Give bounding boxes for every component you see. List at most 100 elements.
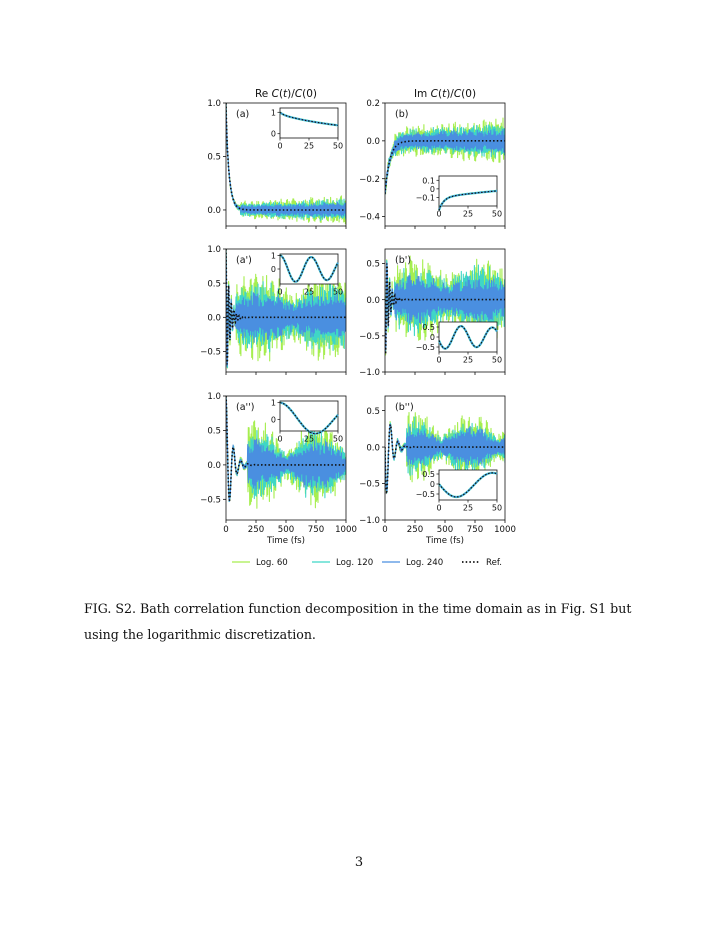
x-tick-label: 500 (278, 525, 294, 535)
y-tick-label: −0.5 (200, 348, 221, 358)
series-group (226, 103, 346, 225)
panel-3: −1.0−0.50.00.5 (b')−0.500.50 25 50 (359, 248, 506, 378)
title-paren: ( (279, 88, 283, 100)
title-paren: )/ (446, 88, 454, 100)
y-tick-label: −0.5 (359, 480, 380, 490)
inset-x-tick-label: 0 (277, 142, 282, 151)
inset-series-ref (438, 325, 498, 350)
series-ref (385, 140, 505, 194)
inset-y-tick-label: 0.5 (422, 470, 435, 479)
inset: −0.500.50 25 50 (416, 321, 502, 365)
inset-x-tick-label: 50 (333, 142, 343, 151)
y-tick-label: −1.0 (359, 368, 380, 378)
inset-x-tick-label: 25 (304, 435, 314, 444)
series-log240 (385, 128, 505, 195)
inset: 0 1 0 25 50 (271, 399, 343, 444)
y-tick-label: 0.5 (207, 427, 221, 437)
inset-series-ref (280, 402, 339, 435)
series-ref (385, 263, 505, 355)
legend-label-log120: Log. 120 (336, 558, 373, 568)
x-tick-label: 1000 (335, 525, 357, 535)
title-zero: (0) (302, 88, 317, 100)
axes-frame (384, 102, 506, 227)
inset-x-tick-label: 25 (304, 288, 314, 297)
y-tick-label: 0.5 (207, 153, 221, 163)
inset-y-tick-label: 0 (271, 265, 276, 274)
inset-y-tick-label: −0.5 (416, 343, 435, 352)
x-tick-label: 250 (248, 525, 264, 535)
panel-label: (a'') (236, 402, 254, 413)
legend-label-log60: Log. 60 (256, 558, 288, 568)
inset-x-tick-label: 25 (463, 504, 473, 513)
series-log240 (226, 396, 346, 502)
title-c: C (295, 88, 303, 100)
inset-series-ref (279, 254, 339, 283)
panel-label: (b'') (395, 402, 414, 413)
inset-series-log240 (438, 190, 497, 211)
inset-y-tick-label: 0 (430, 185, 435, 194)
x-tick-label: 250 (407, 525, 423, 535)
y-tick-label: 0.5 (366, 407, 380, 417)
legend-label-log240: Log. 240 (406, 558, 443, 568)
inset-y-tick-label: 0 (271, 415, 276, 424)
series-group (226, 396, 346, 509)
series-log240 (226, 250, 346, 367)
y-tick-label: 0.5 (207, 279, 221, 289)
title-c: C (431, 88, 439, 100)
inset-series-ref (438, 472, 498, 498)
inset-x-tick-label: 0 (436, 504, 441, 513)
y-tick-label: −0.2 (359, 175, 380, 185)
col-title-im: Im C(t)/C(0) (414, 88, 476, 100)
title-c: C (272, 88, 280, 100)
panel-label: (a') (236, 255, 252, 266)
figure-caption: FIG. S2. Bath correlation function decom… (84, 601, 632, 642)
legend: Log. 60 Log. 120 Log. 240 Ref. (232, 558, 502, 568)
inset: 0 1 0 25 50 (271, 107, 343, 151)
inset-x-tick-label: 0 (436, 210, 441, 219)
y-tick-label: 0.0 (207, 461, 221, 471)
y-tick-label: 0.2 (366, 99, 380, 109)
inset-y-tick-label: 1 (271, 399, 276, 408)
series-ref (226, 249, 346, 365)
y-tick-label: 0.0 (207, 206, 221, 216)
x-tick-label: 750 (467, 525, 483, 535)
inset-x-tick-label: 25 (304, 142, 314, 151)
inset-frame (279, 400, 339, 432)
inset-x-tick-label: 25 (463, 356, 473, 365)
inset-y-tick-label: −0.5 (416, 490, 435, 499)
inset-x-tick-label: 50 (333, 435, 343, 444)
inset-y-tick-label: −0.1 (416, 193, 435, 202)
title-paren: ( (438, 88, 442, 100)
y-tick-label: −1.0 (359, 516, 380, 526)
legend-label-ref: Ref. (486, 558, 502, 568)
panel-1: −0.4−0.20.00.2(b)−0.100.10 25 50 (359, 99, 506, 229)
series-log240 (385, 424, 505, 493)
panel-label: (b') (395, 255, 411, 266)
inset-series-ref (279, 111, 338, 126)
y-tick-label: −0.4 (359, 213, 380, 223)
title-prefix: Re (255, 88, 272, 100)
y-tick-label: −0.5 (359, 332, 380, 342)
y-tick-label: 1.0 (207, 392, 221, 402)
inset-x-tick-label: 0 (277, 435, 282, 444)
y-tick-label: 0.5 (366, 260, 380, 270)
inset: 0 1 0 25 50 (271, 251, 343, 296)
inset: −0.100.10 25 50 (416, 175, 502, 219)
x-tick-label: 750 (308, 525, 324, 535)
y-tick-label: 0.0 (366, 443, 380, 453)
x-tick-label: 1000 (494, 525, 516, 535)
inset-x-tick-label: 0 (436, 356, 441, 365)
inset-y-tick-label: 0 (271, 130, 276, 139)
series-ref (226, 103, 346, 211)
inset-y-tick-label: 1 (271, 251, 276, 260)
title-t: t (442, 88, 447, 100)
page-number: 3 (354, 855, 364, 870)
inset-y-tick-label: 0.5 (422, 323, 435, 332)
title-c: C (454, 88, 462, 100)
x-tick-label: 0 (223, 525, 228, 535)
inset-x-tick-label: 50 (492, 210, 502, 219)
inset-x-tick-label: 25 (463, 210, 473, 219)
panel-2: −0.5 0.0 0.5 1.0 (a') 0 1 0 25 50 (200, 245, 347, 375)
